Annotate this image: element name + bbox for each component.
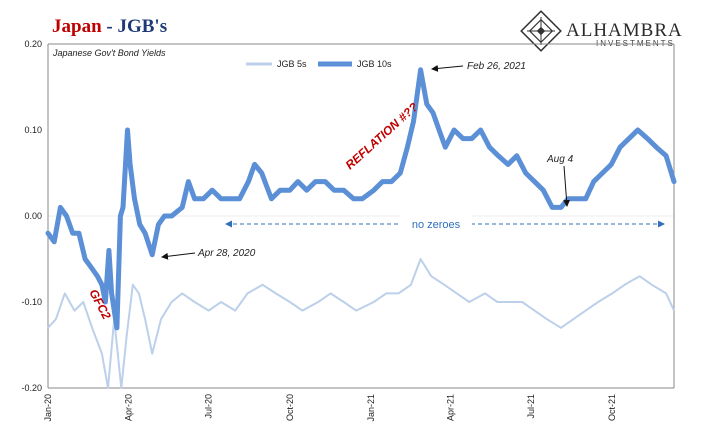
y-tick-label: -0.10 xyxy=(21,297,42,307)
title-part2: JGB's xyxy=(117,16,167,37)
annotation-arrow-feb26 xyxy=(431,64,464,72)
series-line-jgb10 xyxy=(45,67,677,331)
alhambra-logo: ALHAMBRA INVESTMENTS xyxy=(520,10,683,52)
title-part1: Japan xyxy=(52,16,102,37)
annotation-text-aug4: Aug 4 xyxy=(546,154,574,165)
chart-title: Japan - JGB's xyxy=(52,16,167,37)
legend-label-jgb10: JGB 10s xyxy=(357,59,392,69)
title-separator: - xyxy=(102,16,118,37)
brand-name: ALHAMBRA xyxy=(566,20,683,41)
no-zeroes-label-bg xyxy=(400,215,472,231)
legend-label-jgb5: JGB 5s xyxy=(277,59,307,69)
annotation-text-feb26: Feb 26, 2021 xyxy=(467,61,526,72)
x-tick-label: Jan-21 xyxy=(366,394,376,422)
annotation-arrow-apr28 xyxy=(161,252,196,260)
annotation-no-zeroes-text: no zeroes xyxy=(412,219,461,231)
annotation-no-zeroes: no zeroes xyxy=(225,215,665,231)
annotation-feb26: Feb 26, 2021 xyxy=(431,61,526,72)
x-tick-label: Oct-21 xyxy=(607,394,617,421)
x-tick-label: Oct-20 xyxy=(285,394,295,421)
x-tick-label: Jul-21 xyxy=(526,394,536,419)
annotation-arrow-aug4 xyxy=(563,165,571,207)
y-tick-label: 0.20 xyxy=(24,39,42,49)
legend: JGB 5s JGB 10s xyxy=(246,59,392,69)
logo-diamond-icon xyxy=(520,10,562,52)
x-tick-label: Apr-21 xyxy=(446,394,456,421)
plot-area xyxy=(47,43,675,389)
x-tick-label: Jan-20 xyxy=(43,394,53,422)
y-tick-label: 0.10 xyxy=(24,125,42,135)
y-tick-label: 0.00 xyxy=(24,211,42,221)
chart-subtitle: Japanese Gov't Bond Yields xyxy=(52,48,166,58)
y-axis-ticks: 0.20 0.10 0.00 -0.10 -0.20 xyxy=(21,39,42,393)
annotation-apr28: Apr 28, 2020 xyxy=(161,248,256,260)
x-tick-label: Apr-20 xyxy=(123,394,133,421)
series-line-jgb5 xyxy=(47,258,675,389)
annotation-text-apr28: Apr 28, 2020 xyxy=(197,248,256,259)
annotation-aug4: Aug 4 xyxy=(546,154,574,207)
x-tick-label: Jul-20 xyxy=(204,394,214,419)
x-axis-ticks: Jan-20 Apr-20 Jul-20 Oct-20 Jan-21 Apr-21 Jul-… xyxy=(43,394,617,422)
y-tick-label: -0.20 xyxy=(21,383,42,393)
